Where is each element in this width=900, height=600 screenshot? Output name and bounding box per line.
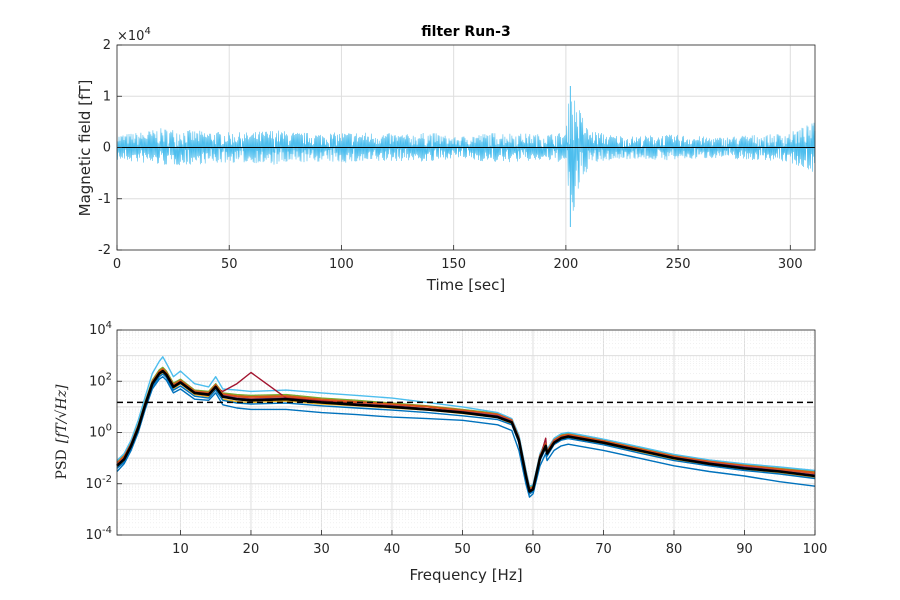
psd-channel-line (116, 356, 816, 487)
y-tick-label: 0 (103, 141, 111, 156)
psd-lines (116, 356, 816, 498)
time-series-y-ticks: -2 -1 0 1 2 (98, 38, 122, 258)
x-tick-label: 30 (313, 542, 330, 557)
x-tick-label: 20 (243, 542, 260, 557)
y-tick-label: 2 (103, 38, 111, 53)
y-tick-label: -1 (98, 192, 111, 207)
x-tick-label: 250 (666, 257, 691, 272)
y-tick-label: 104 (89, 320, 112, 338)
psd-x-ticks: 10 20 30 40 50 60 70 80 90 100 (172, 530, 827, 557)
psd-mean-line (116, 369, 816, 493)
y-tick-label: -2 (98, 243, 111, 258)
y-tick-label: 10-2 (85, 474, 112, 492)
y-tick-label: 102 (89, 371, 112, 389)
x-tick-label: 300 (778, 257, 803, 272)
x-tick-label: 70 (595, 542, 612, 557)
x-tick-label: 10 (172, 542, 189, 557)
y-tick-label: 1 (103, 89, 111, 104)
x-tick-label: 0 (113, 257, 121, 272)
x-tick-label: 150 (441, 257, 466, 272)
psd-channel-line (116, 373, 816, 495)
x-tick-label: 90 (736, 542, 753, 557)
x-tick-label: 40 (384, 542, 401, 557)
time-series-x-label: Time [sec] (426, 276, 505, 294)
psd-y-label: PSD[fT/√Hz] (54, 384, 70, 479)
chart-title: filter Run-3 (421, 24, 510, 40)
x-tick-label: 50 (454, 542, 471, 557)
y-tick-label: 100 (89, 423, 112, 441)
x-tick-label: 200 (553, 257, 578, 272)
x-tick-label: 80 (666, 542, 683, 557)
y-tick-label: 10-4 (85, 525, 112, 543)
time-series-lines (116, 86, 816, 227)
x-tick-label: 100 (803, 542, 828, 557)
x-tick-label: 50 (221, 257, 238, 272)
psd-plot: 10 20 30 40 50 60 70 80 90 100 10-410-2100102104 … (54, 320, 827, 584)
psd-channel-line (116, 376, 816, 498)
x-tick-label: 100 (329, 257, 354, 272)
psd-x-label: Frequency [Hz] (409, 566, 522, 584)
time-series-x-ticks: 0 50 100 150 200 250 300 (113, 245, 803, 272)
psd-channel-line (116, 368, 816, 490)
psd-y-ticks: 10-4 10-2 100 102 104 (85, 320, 122, 543)
time-series-y-label: Magnetic field [fT] (76, 80, 94, 217)
y-exponent-label: ×104 (117, 26, 151, 44)
time-series-trace (116, 100, 816, 211)
x-tick-label: 60 (525, 542, 542, 557)
